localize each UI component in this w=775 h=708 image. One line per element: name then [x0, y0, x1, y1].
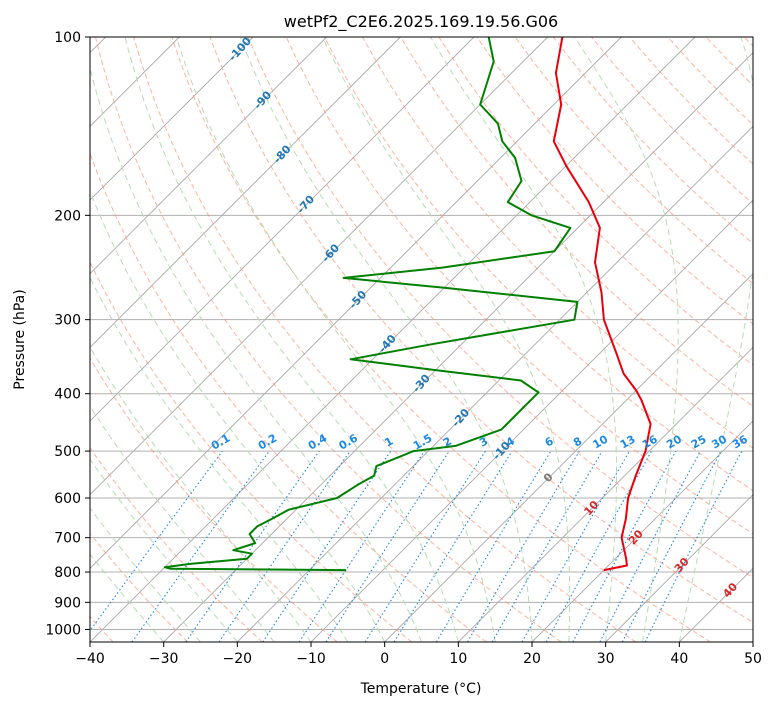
x-tick-label: 40 — [670, 651, 688, 667]
isotherm-line — [605, 494, 753, 642]
sounding-profiles — [163, 37, 652, 572]
y-tick-label: 300 — [54, 313, 81, 329]
mixing-ratio-line — [521, 450, 630, 642]
isotherm-line — [90, 37, 548, 496]
x-tick-label: −30 — [149, 651, 179, 667]
x-tick-label: 30 — [597, 651, 615, 667]
mixing-ratio-line — [325, 450, 450, 642]
mixing-ratio-line — [644, 450, 743, 642]
moist-adiabat-line — [90, 507, 201, 642]
dry-adiabat-line — [90, 261, 413, 642]
y-tick-label: 1000 — [45, 622, 81, 638]
dry-adiabat-line — [323, 37, 753, 492]
isotherm-line — [531, 420, 753, 642]
isotherm-line — [90, 37, 475, 422]
y-tick-label: 700 — [54, 531, 81, 547]
x-tick-label: 20 — [523, 651, 541, 667]
y-tick-label: 500 — [54, 444, 81, 460]
moist-adiabat-line — [90, 276, 349, 642]
isotherm-line — [163, 52, 753, 642]
mixing-ratio-line — [262, 450, 392, 642]
y-tick-label: 800 — [54, 565, 81, 581]
temperature-profile-line — [552, 37, 652, 572]
mixing-ratio-line — [298, 450, 425, 642]
chart-title: wetPf2_C2E6.2025.169.19.56.G06 — [284, 12, 558, 32]
dry-adiabat-line — [438, 37, 753, 366]
moist-adiabat-line — [90, 189, 386, 642]
moist-adiabat-line — [322, 37, 571, 642]
x-tick-label: 10 — [449, 651, 467, 667]
isotherm-line — [237, 125, 753, 642]
isotherm-line — [90, 37, 401, 348]
dry-adiabat-line — [209, 37, 753, 623]
moist-adiabat-line — [574, 37, 679, 642]
dry-adiabat-line — [90, 357, 338, 642]
x-tick-label: 50 — [744, 651, 762, 667]
y-tick-label: 100 — [54, 30, 81, 46]
x-tick-label: 0 — [380, 651, 389, 667]
mixing-ratio-line — [218, 450, 351, 642]
plot-area — [90, 37, 753, 642]
isotherm-line — [90, 37, 622, 569]
x-axis-label: Temperature (°C) — [360, 681, 482, 697]
x-tick-label: −20 — [223, 651, 253, 667]
dry-adiabat-line — [95, 37, 562, 642]
moist-adiabat-line — [678, 37, 753, 642]
y-axis-label: Pressure (hPa) — [12, 289, 28, 389]
moist-adiabat-line — [90, 553, 165, 642]
y-tick-label: 900 — [54, 595, 81, 611]
x-tick-label: −40 — [75, 651, 105, 667]
isotherm-line — [384, 273, 753, 642]
moist-adiabat-line — [124, 37, 459, 642]
mixing-ratio-line — [545, 450, 653, 642]
plot-frame — [89, 36, 754, 643]
isotherm-line — [90, 37, 327, 275]
moist-adiabat-line — [175, 37, 496, 642]
moist-adiabat-line — [90, 405, 275, 642]
mixing-ratio-line — [393, 450, 513, 642]
y-tick-label: 600 — [54, 491, 81, 507]
y-tick-label: 400 — [54, 387, 81, 403]
dry-adiabat-line — [514, 37, 753, 285]
mixing-ratio-line — [185, 450, 320, 642]
moist-adiabat-line — [90, 65, 422, 642]
mixing-ratio-line — [572, 450, 677, 642]
dry-adiabat-line — [133, 37, 637, 642]
isotherm-line — [90, 37, 254, 201]
moist-adiabat-line — [90, 458, 238, 642]
mixing-ratio-line — [90, 450, 223, 632]
dry-adiabat-line — [247, 37, 753, 579]
x-axis-ticks: −40 −30 −20 −10 0 10 20 30 40 50 — [75, 642, 762, 667]
dry-adiabat-line — [90, 532, 189, 642]
isotherm-line — [458, 346, 753, 642]
dewpoint-profile-line — [163, 37, 579, 572]
dry-adiabat-line — [90, 446, 263, 642]
y-tick-label: 200 — [54, 208, 81, 224]
y-axis-ticks: 100 200 300 400 500 600 700 800 900 1000 — [45, 30, 90, 638]
moist-adiabat-line — [90, 345, 312, 642]
mixing-ratio-lines — [90, 450, 743, 642]
dry-adiabat-line — [90, 152, 487, 642]
moist-adiabats — [90, 37, 753, 642]
dry-adiabat-line — [171, 37, 711, 642]
x-tick-label: −10 — [296, 651, 326, 667]
moist-adiabat-line — [430, 37, 617, 642]
moist-adiabat-line — [239, 37, 533, 642]
